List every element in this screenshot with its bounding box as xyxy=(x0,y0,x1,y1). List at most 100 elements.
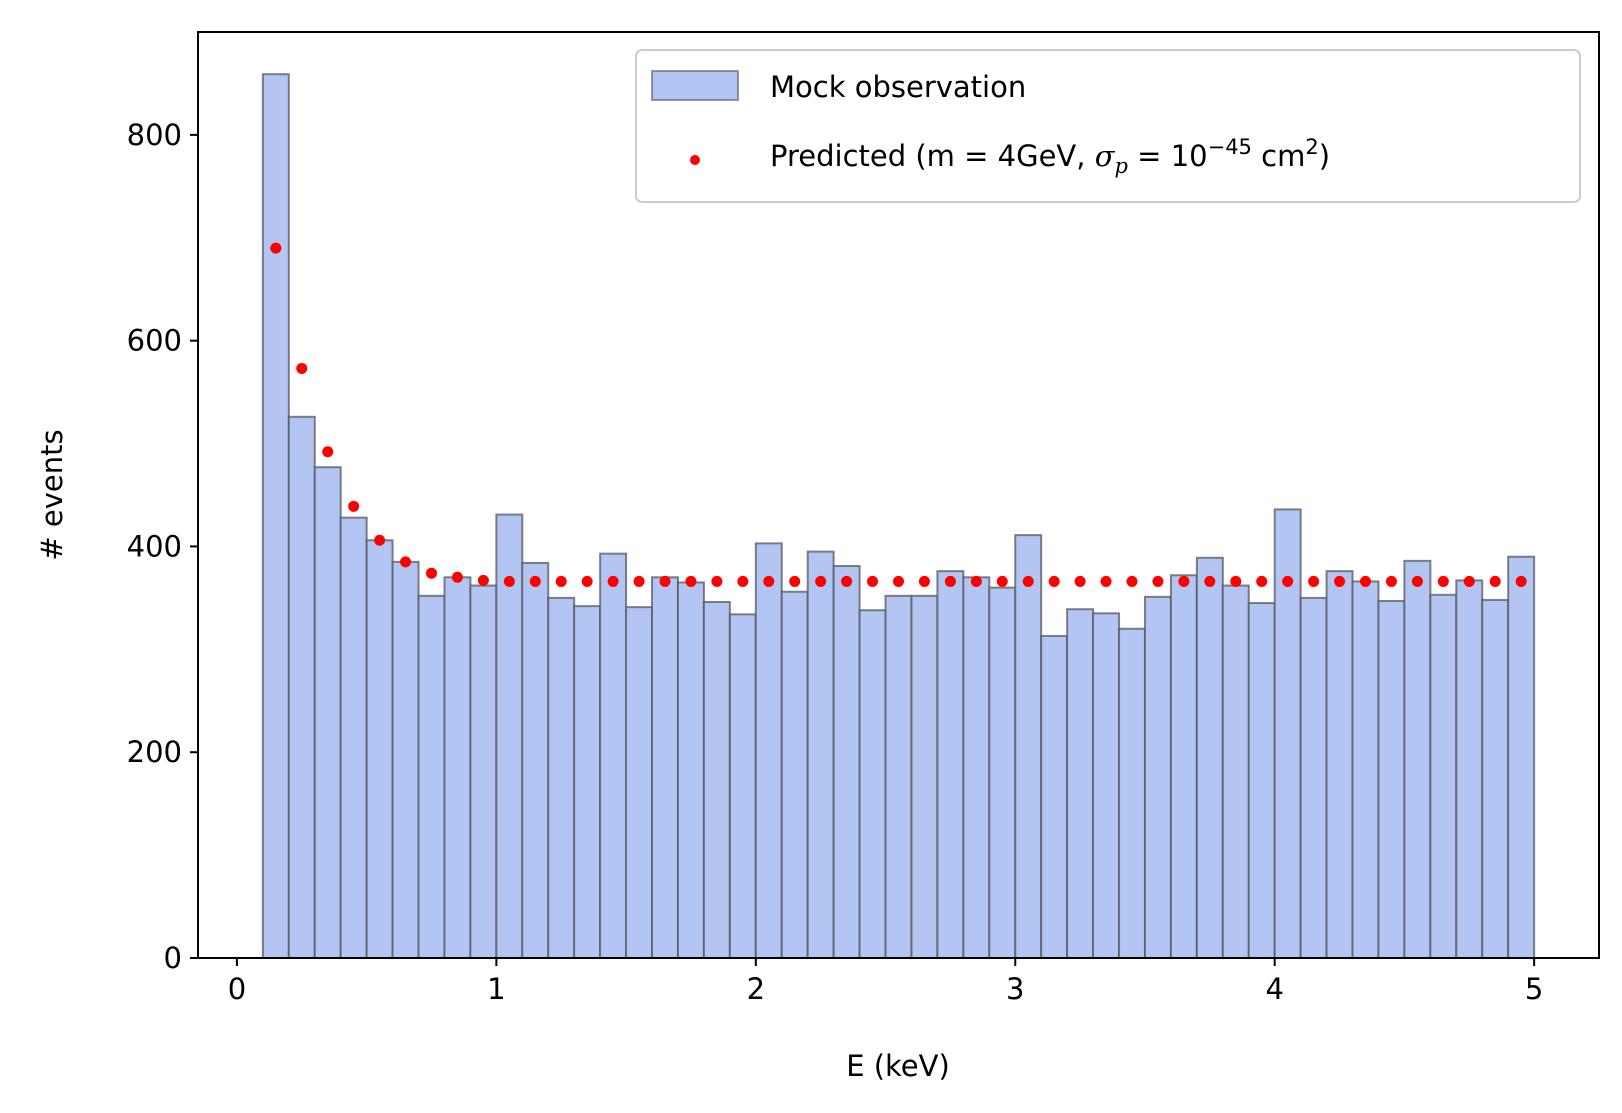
x-tick-label: 3 xyxy=(1006,972,1024,1006)
histogram-bar xyxy=(573,605,602,959)
predicted-point xyxy=(1437,575,1449,587)
predicted-point xyxy=(607,575,619,587)
predicted-points xyxy=(270,242,1527,587)
predicted-point xyxy=(1230,575,1242,587)
y-tick-label: 400 xyxy=(127,529,182,563)
histogram-bar xyxy=(728,613,757,960)
histogram-bar xyxy=(1351,580,1380,960)
histogram-bar xyxy=(651,576,679,959)
predicted-point xyxy=(426,567,437,579)
histogram-bar xyxy=(1169,574,1198,960)
histogram-bar xyxy=(1481,598,1510,959)
histogram-bar xyxy=(962,576,991,959)
histogram-bar xyxy=(365,539,394,959)
histogram-bar xyxy=(1507,555,1536,959)
histogram-bar xyxy=(469,584,498,959)
predicted-point xyxy=(322,446,334,458)
x-axis-ticks: 0 1 2 3 4 5 xyxy=(228,958,1543,1006)
x-tick-label: 4 xyxy=(1265,972,1283,1006)
predicted-point xyxy=(1074,575,1086,587)
predicted-point xyxy=(1385,575,1397,587)
histogram-bar xyxy=(1377,599,1406,960)
predicted-point xyxy=(1334,575,1346,587)
histogram-bar xyxy=(521,561,550,959)
predicted-point xyxy=(503,575,515,587)
y-tick-label: 600 xyxy=(127,324,182,358)
histogram-bar xyxy=(858,609,887,959)
legend: Mock observation Predicted (m = 4GeV, σp… xyxy=(635,49,1581,203)
predicted-point xyxy=(555,575,567,587)
histogram-bar xyxy=(391,560,420,960)
x-tick-label: 1 xyxy=(487,972,505,1006)
predicted-point xyxy=(1204,575,1216,587)
histogram-bar xyxy=(625,606,654,959)
predicted-point xyxy=(970,575,982,587)
y-axis-ticks: 0 200 400 600 800 xyxy=(127,118,198,975)
predicted-point xyxy=(1048,575,1060,587)
histogram-bar xyxy=(702,601,731,959)
predicted-point xyxy=(685,575,697,587)
histogram-bar xyxy=(339,516,368,959)
x-tick-label: 5 xyxy=(1525,972,1543,1006)
y-axis-label: # events xyxy=(35,429,69,560)
histogram-bar xyxy=(936,570,965,959)
plot-frame xyxy=(197,31,1600,959)
predicted-point xyxy=(1360,575,1371,587)
y-tick-label: 800 xyxy=(127,118,182,152)
predicted-point xyxy=(815,575,827,587)
predicted-point xyxy=(1282,575,1294,587)
histogram-bar xyxy=(417,594,446,959)
predicted-point xyxy=(1489,575,1501,587)
histogram-bar xyxy=(1014,534,1043,959)
histogram-bar xyxy=(599,552,628,959)
predicted-point xyxy=(451,571,463,583)
legend-marker-predicted xyxy=(690,155,700,165)
predicted-point xyxy=(1152,575,1164,587)
x-tick-label: 2 xyxy=(747,972,765,1006)
predicted-point xyxy=(893,575,904,587)
predicted-point xyxy=(918,575,930,587)
histogram-bar xyxy=(832,564,861,959)
predicted-point xyxy=(1126,575,1138,587)
histogram-bar xyxy=(1143,595,1172,959)
histogram-bar xyxy=(1247,602,1276,959)
legend-label-histogram: Mock observation xyxy=(770,70,1026,104)
predicted-point xyxy=(296,362,308,374)
predicted-point xyxy=(1463,575,1475,587)
histogram-bar xyxy=(1325,570,1354,959)
predicted-point xyxy=(996,575,1008,587)
histogram-bar xyxy=(1195,556,1224,959)
predicted-point xyxy=(711,575,723,587)
predicted-point xyxy=(529,575,541,587)
histogram-bar xyxy=(988,586,1017,959)
predicted-point xyxy=(789,575,801,587)
y-tick-label: 0 xyxy=(164,941,182,975)
predicted-point xyxy=(1022,575,1034,587)
predicted-point xyxy=(581,575,593,587)
predicted-point xyxy=(763,575,775,587)
histogram-bar xyxy=(1455,579,1484,959)
histogram-bar xyxy=(754,542,783,959)
histogram-bar xyxy=(261,73,290,959)
histogram-bar xyxy=(547,596,576,960)
histogram-bar xyxy=(1040,634,1069,959)
histogram-bar xyxy=(1403,559,1432,959)
predicted-point xyxy=(659,575,671,587)
histogram-bar xyxy=(1221,584,1250,959)
predicted-point xyxy=(400,556,412,568)
histogram-bar xyxy=(1092,612,1121,959)
predicted-point xyxy=(737,575,749,587)
histogram-bar xyxy=(1066,608,1095,959)
predicted-point xyxy=(1411,575,1423,587)
legend-swatch-histogram xyxy=(651,70,739,101)
predicted-point xyxy=(633,575,645,587)
predicted-point xyxy=(1515,575,1527,587)
predicted-point xyxy=(1178,575,1190,587)
predicted-point xyxy=(374,534,386,546)
y-tick-label: 200 xyxy=(127,735,182,769)
histogram-bar xyxy=(806,550,835,959)
histogram-bar xyxy=(676,581,705,959)
histogram-bar xyxy=(1429,593,1458,960)
histogram-bar xyxy=(313,466,342,959)
predicted-point xyxy=(867,575,879,587)
